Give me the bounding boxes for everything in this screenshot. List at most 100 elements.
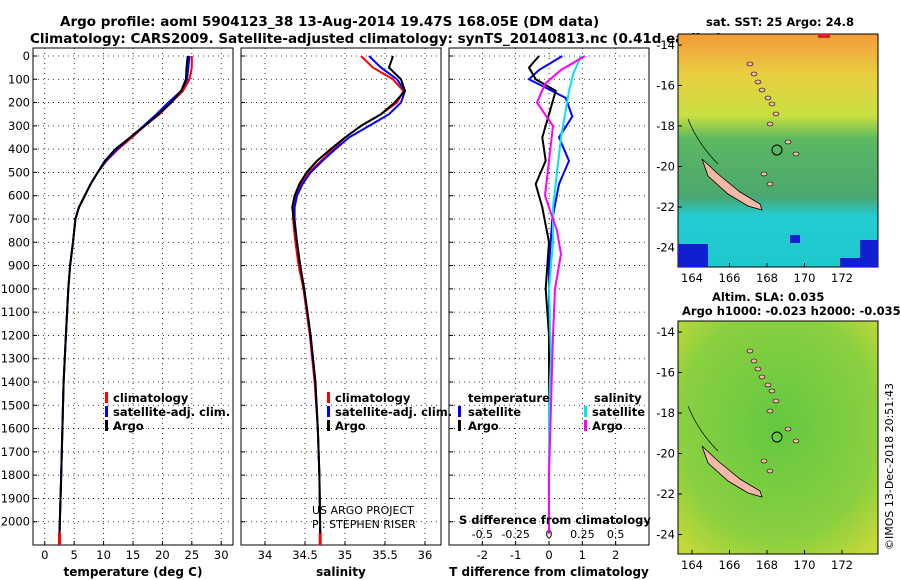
x-tick-label: 35.5 [372, 548, 398, 562]
island [792, 438, 800, 444]
legend-argo-2: Argo [335, 419, 366, 433]
island [766, 468, 774, 474]
map-x-tick-label: 168 [756, 558, 778, 572]
map-x-tick-label: 170 [794, 271, 816, 285]
header-line2: Climatology: CARS2009. Satellite-adjuste… [30, 31, 722, 47]
x-tick-label: -1 [510, 548, 521, 562]
header-line1: Argo profile: aoml 5904123_38 13-Aug-201… [60, 14, 599, 30]
series-line-argo [291, 55, 407, 534]
y-tick-label: 1600 [1, 422, 30, 436]
legend-temp-satellite: satellite [468, 405, 521, 419]
map-frame [677, 320, 879, 555]
y-tick-label: 400 [8, 142, 30, 156]
sla-map-title: Altim. SLA: 0.035 [712, 290, 824, 304]
y-tick-label: 2000 [1, 515, 30, 529]
legend-climatology-1: climatology [113, 391, 189, 405]
temperature-legend: climatology satellite-adj. clim. Argo [105, 391, 230, 433]
sla-map: 164 166 168 170 172 -14 -16 -18 -20 -22 -24 [656, 320, 879, 572]
island [764, 95, 772, 101]
x-tick-label: 15 [126, 548, 141, 562]
x-tick-label: 20 [155, 548, 170, 562]
x-tick-label: 2 [612, 548, 619, 562]
x-tick-label: 35 [338, 548, 353, 562]
legend-sal-satellite: satellite [592, 405, 645, 419]
legend-satellite-2: satellite-adj. clim. [335, 405, 452, 419]
island [750, 358, 758, 364]
island-new-caledonia [701, 158, 763, 211]
series-line-argo [58, 55, 189, 534]
warm-patch [818, 34, 830, 38]
credit-pi: PI: STEPHEN RISER [312, 518, 416, 531]
x-tick-label: 5 [71, 548, 78, 562]
x-tick-label: 0 [545, 548, 552, 562]
series-line-salinity-argo [535, 55, 586, 534]
map-y-tick-label: -24 [656, 241, 675, 255]
axes-frame [448, 47, 650, 546]
series-line-satellite-adj-clim- [58, 55, 191, 534]
island [758, 374, 766, 380]
island [772, 398, 780, 404]
y-tick-label: 1100 [1, 305, 30, 319]
argo-location-marker [771, 431, 783, 443]
temperature-panel: 0 5 10 15 20 25 300100200300400500600700800900… [1, 47, 234, 579]
x-axis-label: salinity [316, 565, 366, 579]
legend-satellite-1: satellite-adj. clim. [113, 405, 230, 419]
x-axis-label: T difference from climatology [449, 565, 649, 579]
x-tick-label: 0 [41, 548, 48, 562]
map-x-tick-label: 166 [719, 558, 741, 572]
reef-outline [687, 118, 719, 165]
map-y-tick-label: -14 [656, 325, 675, 339]
argo-location-marker [771, 144, 783, 156]
salinity-panel: 34 34.5 35 35.5 36 salinity [240, 47, 442, 579]
s-tick-label: -0.25 [501, 528, 529, 541]
series-line-temperature-satellite [527, 55, 574, 534]
y-tick-label: 1300 [1, 352, 30, 366]
s-tick-label: 0 [546, 528, 553, 541]
map-x-tick-label: 172 [831, 558, 853, 572]
imos-credit: ©IMOS 13-Dec-2018 20:51:43 [883, 383, 896, 550]
bottom-marker [57, 533, 61, 545]
x-tick-label: 34 [258, 548, 273, 562]
sst-map-title: sat. SST: 25 Argo: 24.8 [706, 15, 854, 29]
map-x-tick-label: 172 [831, 271, 853, 285]
legend-salinity-title: salinity [594, 391, 642, 405]
difference-panel: -2 -1 0 1 2 -0.5 -0.25 0 0.25 0.5 T difference fro… [448, 47, 650, 579]
island [768, 388, 776, 394]
s-tick-label: -0.5 [472, 528, 493, 541]
series-line-climatology [292, 55, 405, 534]
island [760, 171, 768, 177]
difference-legend: temperature satellite Argo salinity sate… [458, 391, 645, 433]
map-y-tick-label: -18 [656, 119, 675, 133]
y-tick-label: 1900 [1, 491, 30, 505]
y-tick-label: 1700 [1, 445, 30, 459]
map-x-tick-label: 168 [756, 271, 778, 285]
map-x-tick-label: 166 [719, 271, 741, 285]
map-y-tick-label: -18 [656, 406, 675, 420]
y-tick-label: 200 [8, 96, 30, 110]
map-x-tick-label: 164 [681, 558, 703, 572]
series-line-temperature-argo [527, 55, 557, 534]
island [754, 366, 762, 372]
island [772, 111, 780, 117]
legend-argo-1: Argo [113, 419, 144, 433]
y-tick-label: 900 [8, 259, 30, 273]
x-tick-label: -2 [477, 548, 488, 562]
island-new-caledonia [701, 445, 763, 498]
cold-patch [678, 244, 708, 267]
island [766, 181, 774, 187]
sla-map-subtitle: Argo h1000: -0.023 h2000: -0.035 [682, 304, 900, 318]
island [766, 121, 774, 127]
y-tick-label: 0 [23, 49, 30, 63]
y-tick-label: 600 [8, 189, 30, 203]
island [766, 408, 774, 414]
island [746, 348, 754, 354]
map-x-tick-label: 170 [794, 558, 816, 572]
axes-frame [240, 47, 442, 546]
x-tick-label: 25 [185, 548, 200, 562]
series-line-satellite-adj-clim- [293, 55, 407, 534]
axes-frame [32, 47, 234, 546]
island [750, 71, 758, 77]
s-tick-label: 0.5 [607, 528, 625, 541]
map-y-tick-label: -14 [656, 38, 675, 52]
